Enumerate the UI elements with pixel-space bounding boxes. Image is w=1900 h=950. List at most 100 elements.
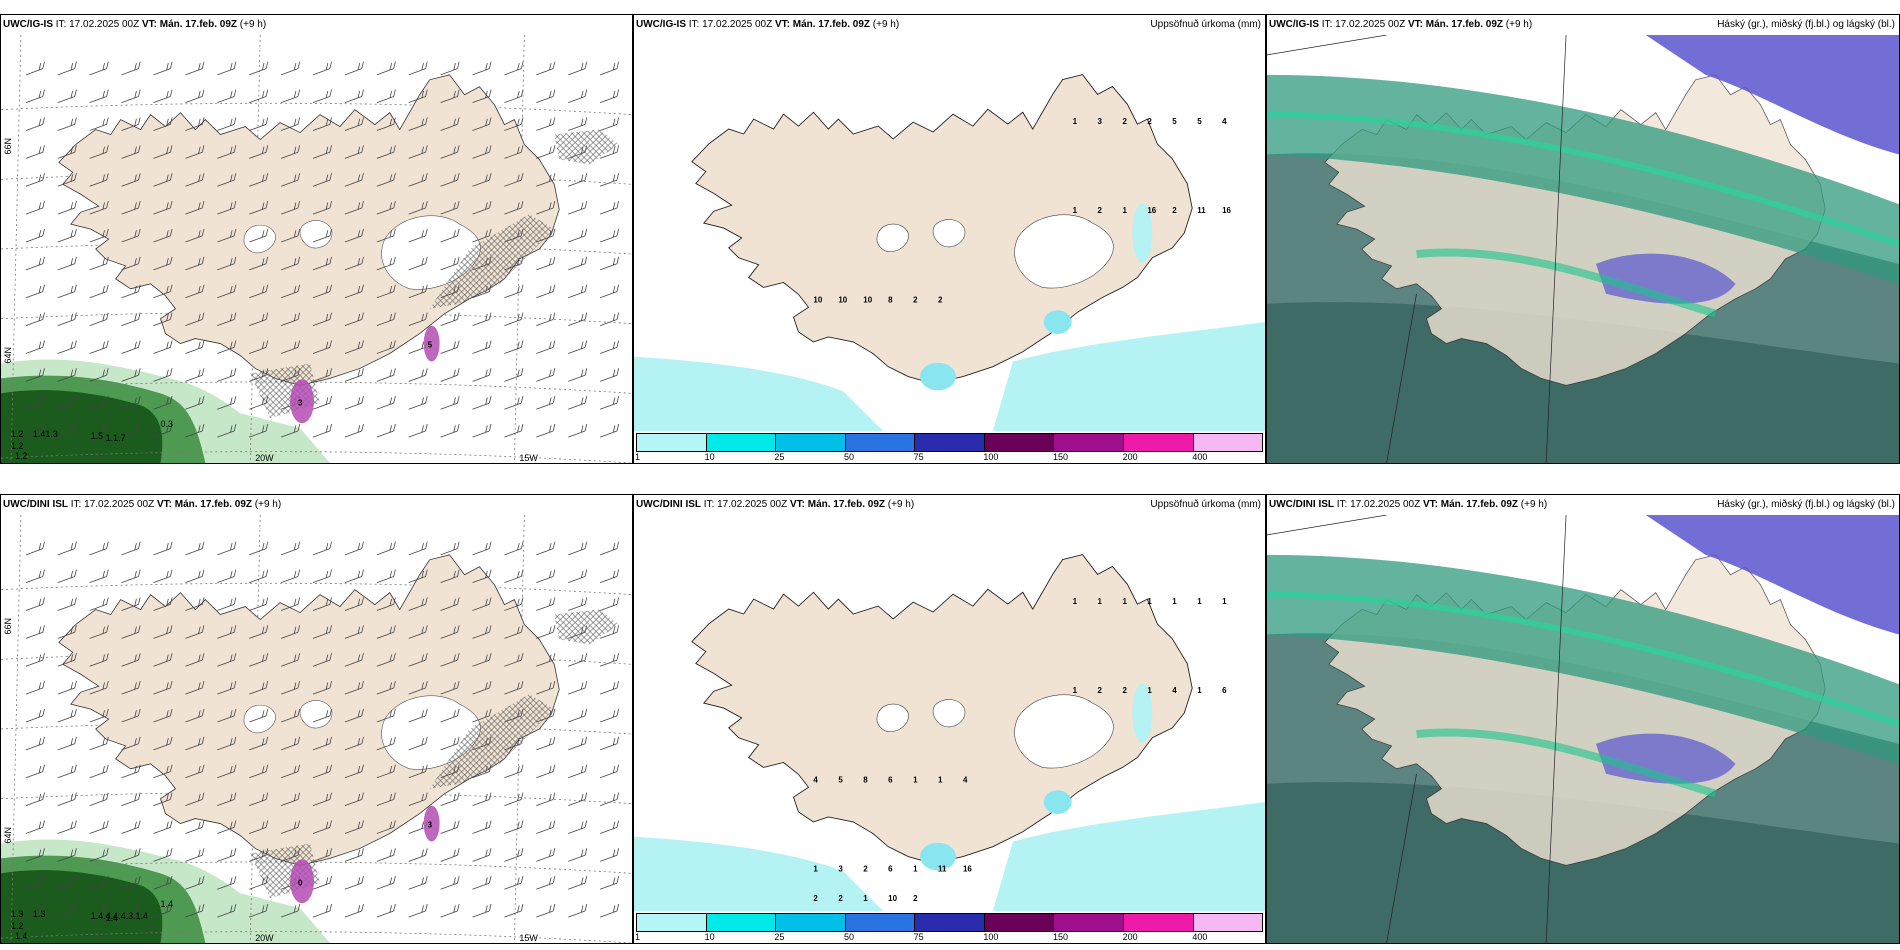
high-cloud-edge <box>1267 591 1899 727</box>
fog-dark-area <box>1 390 163 463</box>
map-area[interactable] <box>1267 35 1899 463</box>
lead-time: (+9 h) <box>239 19 267 30</box>
precip-value: 2 <box>813 894 818 903</box>
wind-barb <box>376 117 396 131</box>
wind-barb <box>504 903 524 918</box>
wind-barb <box>249 903 269 918</box>
wind-barb <box>89 396 109 410</box>
wind-barb <box>408 423 428 438</box>
wind-barb <box>249 820 269 834</box>
precip-value: 5 <box>1197 117 1202 126</box>
precip-value: 1 <box>1122 206 1127 215</box>
wind-barb <box>185 423 205 438</box>
wind-barb <box>57 680 77 695</box>
wind-barb <box>536 653 556 667</box>
wind-barb <box>376 173 396 187</box>
wind-barb <box>312 61 332 76</box>
glacier <box>243 224 276 254</box>
wind-barb <box>344 820 364 834</box>
valid-time: Mán. 17.feb. 09Z <box>159 19 237 30</box>
colorbar-tick: 75 <box>913 452 924 462</box>
wind-barb <box>312 228 332 243</box>
init-time: 17.02.2025 00Z <box>1335 19 1406 30</box>
wind-barb <box>599 820 620 834</box>
wind-barb <box>25 680 45 695</box>
wind-barb <box>599 597 620 611</box>
wind-barb <box>280 312 301 327</box>
colorbar-ticks: 1 10 25 50 75 100 150 200 400 <box>635 452 1263 462</box>
wind-barb <box>280 145 301 159</box>
wind-barb <box>121 764 141 779</box>
wind-barb <box>312 117 332 131</box>
glacier <box>243 704 276 734</box>
wind-barb <box>217 680 237 695</box>
wind-barb <box>472 89 492 104</box>
wind-barb <box>344 61 364 76</box>
wind-barb <box>472 541 492 556</box>
wind-barb <box>217 848 237 862</box>
wind-barb <box>568 117 588 131</box>
wind-barb <box>568 876 588 890</box>
wind-barb <box>568 89 588 104</box>
wind-barb <box>185 792 205 807</box>
model-name: UWC/DINI ISL <box>3 499 68 510</box>
colorbar-tick: 150 <box>1053 452 1069 462</box>
wind-barb <box>121 256 141 271</box>
wind-barb <box>408 876 428 890</box>
precip-value: 1 <box>863 894 868 903</box>
valid-label: VT: <box>1422 499 1438 510</box>
wind-barb <box>121 708 141 723</box>
wind-barb <box>153 736 173 751</box>
wind-barb <box>504 653 524 667</box>
fog-value: 1.4 <box>15 931 27 941</box>
wind-barb <box>472 368 492 382</box>
wind-barb <box>89 61 109 76</box>
map-area[interactable]: 0 3 1.3 1.3 1.4.4.4.4.3.1.4 1.4 1.4 1.2 1.4 66N 64… <box>1 515 632 943</box>
wind-barb <box>280 423 301 438</box>
wind-barb <box>472 680 492 695</box>
wind-barb <box>536 256 556 271</box>
wind-barb <box>121 284 141 299</box>
wind-barb <box>568 423 588 438</box>
wind-barb <box>599 284 620 299</box>
wind-barb <box>89 541 109 556</box>
precip-value: 1 <box>1073 117 1078 126</box>
valid-time: Mán. 17.feb. 09Z <box>174 499 252 510</box>
precip-value: 2 <box>913 894 918 903</box>
wind-barb <box>312 764 332 779</box>
wind-barb <box>376 876 396 890</box>
wind-barb <box>185 597 205 611</box>
colorbar-tick: 10 <box>704 452 715 462</box>
wind-barb <box>472 228 492 243</box>
wind-barb <box>89 680 109 695</box>
wind-barb <box>185 541 205 556</box>
wind-barb <box>217 708 237 723</box>
wind-barb <box>153 340 173 354</box>
wind-barb <box>57 597 77 611</box>
wind-barb <box>280 340 301 354</box>
map-area[interactable]: 3 5 1.2 1.41.3 1.5 1.1.7 0.3 1.2 1.2 66N 64N 20W 15W <box>1 35 632 463</box>
wind-barb <box>185 736 205 751</box>
wind-barb <box>249 200 269 215</box>
wind-barb <box>599 423 620 438</box>
map-area[interactable] <box>1267 515 1899 943</box>
longitude-label: 15W <box>519 933 538 943</box>
colorbar-tick: 400 <box>1192 932 1208 942</box>
wind-barb <box>504 200 524 215</box>
wind-barb <box>376 848 396 862</box>
precip-value: 1 <box>1147 686 1152 695</box>
wind-barb <box>121 680 141 695</box>
wind-barb <box>121 569 141 584</box>
precip-value: 4 <box>813 775 818 784</box>
wind-barb <box>121 312 141 327</box>
wind-barb <box>25 876 45 890</box>
wind-barb <box>217 541 237 556</box>
wind-barb <box>153 625 173 639</box>
wind-barb <box>312 653 332 667</box>
map-area[interactable]: 1 3 2 2 5 5 4 1 2 1 16 2 11 16 10 10 10 8 2 2 <box>634 35 1265 431</box>
precipitation-panel: UWC/IG-IS IT: 17.02.2025 00Z VT: Mán. 17… <box>633 14 1266 464</box>
map-area[interactable]: 1 1 1 1 1 1 1 1 2 2 1 4 1 6 4 5 8 6 1 1 4 1 3 2 6 1 11 16 2 2 1 10 2 <box>634 515 1265 911</box>
wind-barb <box>472 423 492 438</box>
wind-barb <box>217 200 237 215</box>
precip-value: 6 <box>1222 686 1227 695</box>
